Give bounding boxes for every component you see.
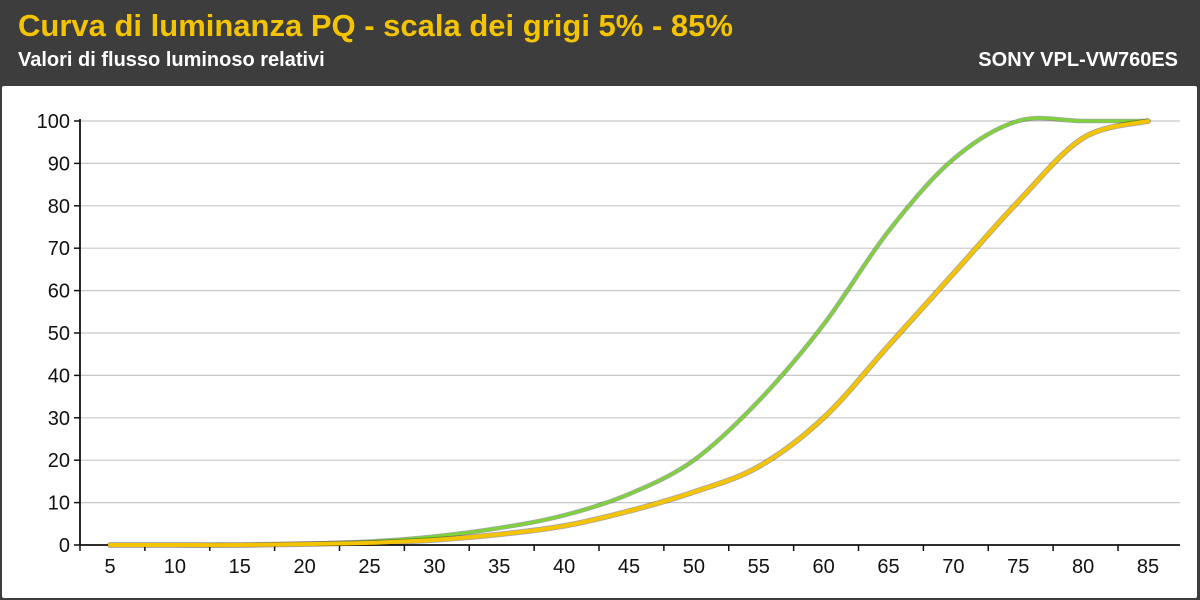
x-tick-label: 75 — [1007, 556, 1029, 578]
x-tick-label: 40 — [553, 556, 575, 578]
chart-subtitle: Valori di flusso luminoso relativi — [18, 49, 325, 71]
series-line-1 — [108, 116, 1150, 547]
y-tick-label: 100 — [37, 111, 70, 133]
y-tick-label: 50 — [48, 323, 70, 345]
series-line-shadow-1 — [107, 115, 1151, 548]
x-tick-label: 60 — [813, 556, 835, 578]
x-tick-label: 70 — [942, 556, 964, 578]
y-tick-label: 60 — [48, 281, 70, 303]
line-chart: 0 10 20 30 40 50 60 70 80 90 100 5 10 15 20 25 30 35 40 45 5… — [37, 111, 1180, 578]
y-tick-label: 30 — [48, 408, 70, 430]
x-tick-label: 10 — [164, 556, 186, 578]
y-tick-label: 20 — [48, 450, 70, 472]
y-tick-label: 10 — [48, 493, 70, 515]
series-line-2 — [108, 119, 1150, 548]
x-tick-label: 45 — [618, 556, 640, 578]
y-tick-label: 80 — [48, 196, 70, 218]
device-name: SONY VPL-VW760ES — [978, 49, 1178, 71]
y-tick-label: 90 — [48, 153, 70, 175]
x-tick-label: 15 — [229, 556, 251, 578]
x-tick-label: 30 — [423, 556, 445, 578]
x-tick-label: 85 — [1137, 556, 1159, 578]
x-tick-label: 5 — [104, 556, 115, 578]
x-tick-label: 80 — [1072, 556, 1094, 578]
x-tick-label: 35 — [488, 556, 510, 578]
x-tick-label: 50 — [683, 556, 705, 578]
chart-title: Curva di luminanza PQ - scala dei grigi … — [18, 8, 733, 43]
y-tick-label: 40 — [48, 365, 70, 387]
y-tick-label: 70 — [48, 238, 70, 260]
plot-panel: 0 10 20 30 40 50 60 70 80 90 100 5 10 15 20 25 30 35 40 45 5… — [2, 86, 1197, 598]
x-tick-label: 65 — [877, 556, 899, 578]
x-tick-label: 25 — [358, 556, 380, 578]
x-tick-label: 55 — [748, 556, 770, 578]
y-tick-label: 0 — [59, 535, 70, 557]
x-tick-label: 20 — [294, 556, 316, 578]
